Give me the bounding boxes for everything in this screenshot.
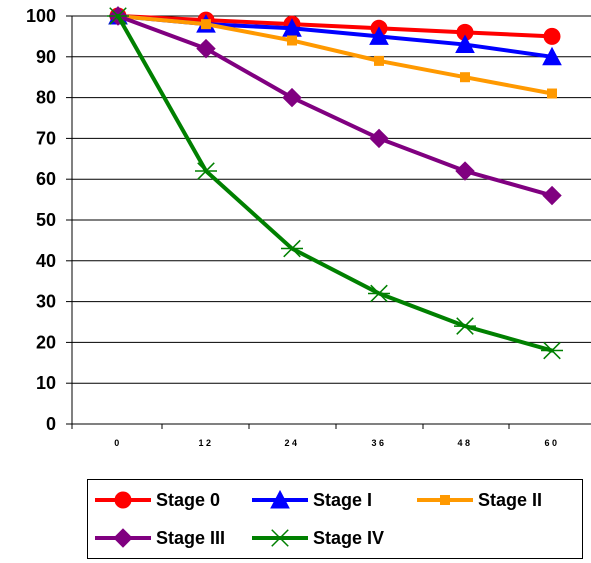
legend-marker-stage-iv — [269, 529, 291, 547]
gridlines — [72, 15, 591, 384]
marker-stroke — [543, 341, 561, 360]
legend-label-stage-0: Stage 0 — [156, 489, 221, 510]
legend-label-stage-iv: Stage IV — [313, 527, 385, 548]
legend-item-stage-iv: Stage IV — [249, 526, 384, 550]
y-tick-label: 50 — [36, 210, 56, 230]
y-tick-label: 20 — [36, 332, 56, 352]
legend-swatch-stage-i — [252, 489, 308, 509]
series-line-stage-0 — [116, 14, 554, 39]
data-point-stage-iii-3 — [369, 128, 389, 149]
legend-label-stage-i: Stage I — [313, 489, 373, 510]
x-tick-label: 24 — [284, 438, 299, 448]
x-tick-label: 12 — [198, 438, 213, 448]
y-tick-label: 10 — [36, 373, 56, 393]
legend-item-stage-0: Stage 0 — [92, 488, 220, 512]
series-group — [107, 5, 563, 360]
legend-label-stage-ii: Stage II — [478, 489, 543, 510]
marker-stroke — [283, 239, 301, 258]
data-point-stage-iii-2 — [282, 87, 302, 108]
data-point-stage-iii-5 — [542, 185, 562, 206]
y-tick-label: 90 — [36, 47, 56, 67]
y-tick-label: 70 — [36, 128, 56, 148]
x-tick-label: 48 — [457, 438, 472, 448]
data-point-stage-iv-3 — [368, 284, 390, 303]
data-point-stage-ii-5 — [547, 88, 557, 99]
data-point-stage-i-5 — [542, 46, 562, 66]
legend-swatch-stage-iii — [95, 528, 151, 548]
y-tick-label: 0 — [46, 414, 56, 434]
data-point-stage-i-4 — [455, 34, 475, 54]
y-tick-label: 100 — [26, 6, 56, 26]
legend-item-stage-i: Stage I — [249, 488, 372, 512]
data-point-stage-ii-4 — [460, 72, 470, 83]
data-point-stage-i-3 — [369, 26, 389, 45]
legend-swatch-stage-0 — [95, 491, 151, 509]
x-tick-label: 60 — [544, 438, 559, 448]
data-point-stage-ii-3 — [374, 55, 384, 66]
data-point-stage-iv-2 — [281, 239, 303, 258]
data-point-stage-ii-1 — [201, 19, 211, 30]
data-point-stage-iv-5 — [541, 341, 563, 360]
data-point-stage-0-5 — [543, 27, 561, 45]
y-tick-label: 80 — [36, 88, 56, 108]
marker-stroke — [271, 529, 289, 547]
series-line-stage-iv — [116, 14, 554, 353]
series-line-stage-iii — [116, 14, 554, 198]
marker-stroke — [456, 317, 474, 335]
x-tick-label: 0 — [114, 438, 122, 448]
y-tick-label: 30 — [36, 292, 56, 312]
legend-marker-stage-ii — [440, 495, 450, 505]
marker-stroke — [370, 284, 388, 303]
data-point-stage-iii-4 — [455, 161, 475, 181]
data-point-stage-iii-1 — [196, 38, 216, 59]
x-tick-label: 36 — [371, 438, 386, 448]
legend-marker-stage-iii — [113, 528, 133, 548]
legend-marker-stage-0 — [114, 491, 132, 509]
chart-legend: Stage 0 Stage I Stage II Stage III Stage… — [87, 479, 583, 559]
marker-stroke — [109, 7, 127, 25]
marker-stroke — [197, 162, 215, 180]
y-tick-label: 60 — [36, 169, 56, 189]
data-point-stage-iv-4 — [454, 317, 476, 335]
legend-marker-stage-i — [270, 489, 290, 509]
legend-swatch-stage-ii — [417, 495, 473, 505]
data-point-stage-iv-0 — [107, 7, 129, 25]
series-line-stage-ii — [116, 14, 554, 96]
data-point-stage-ii-2 — [287, 35, 297, 46]
legend-item-stage-ii: Stage II — [414, 488, 542, 512]
legend-label-stage-iii: Stage III — [156, 527, 226, 548]
y-tick-label: 40 — [36, 251, 56, 271]
legend-item-stage-iii: Stage III — [92, 526, 225, 550]
data-point-stage-iv-1 — [195, 162, 217, 180]
legend-swatch-stage-iv — [252, 529, 308, 547]
